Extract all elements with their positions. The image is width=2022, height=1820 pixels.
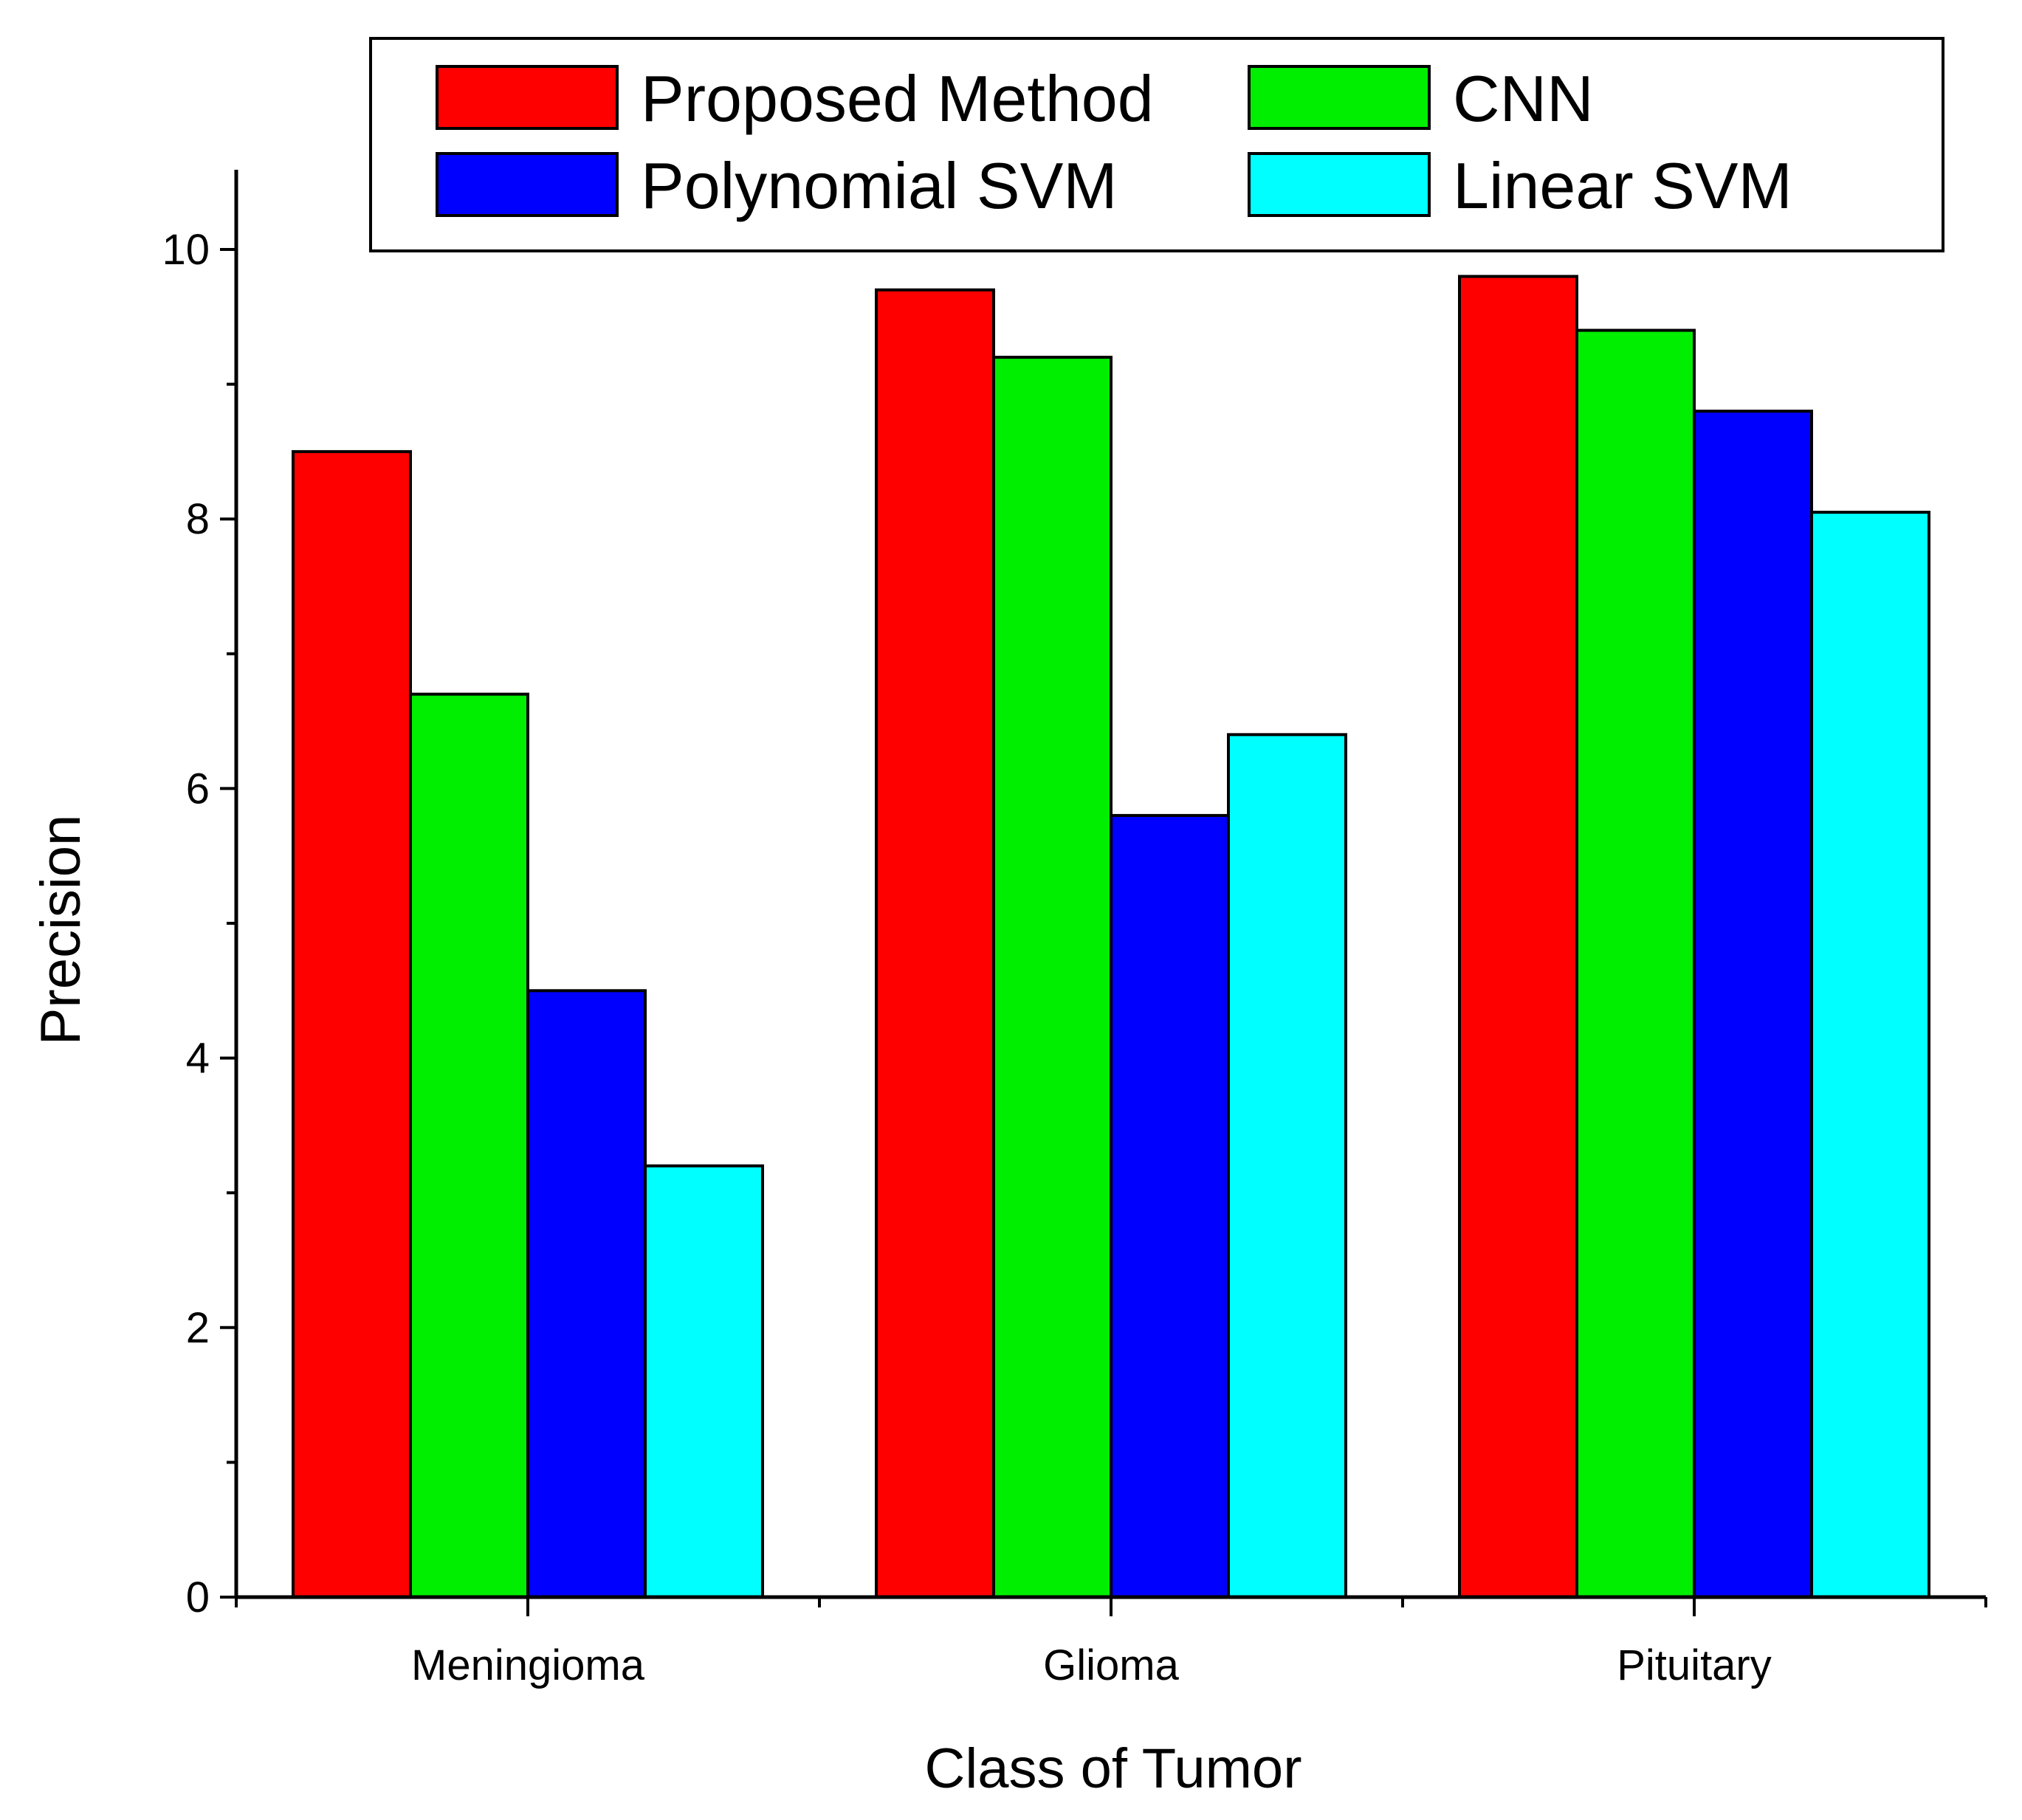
y-tick-label: 2 — [186, 1304, 210, 1352]
legend-swatch-proposed-method — [436, 65, 619, 130]
y-tick-label: 0 — [186, 1573, 210, 1621]
legend-swatch-polynomial-svm — [436, 152, 619, 217]
y-tick-label: 10 — [162, 226, 210, 274]
x-tick-label: Meningioma — [411, 1641, 645, 1689]
bar-glioma-cnn — [992, 356, 1113, 1599]
y-axis-title: Precision — [30, 815, 92, 1046]
legend-swatch-linear-svm — [1248, 152, 1431, 217]
legend: Proposed Method CNN Polynomial SVM Linear S… — [369, 37, 1944, 252]
bar-meningioma-polynomial-svm — [526, 989, 647, 1599]
bar-meningioma-linear-svm — [644, 1164, 764, 1599]
x-tick-label: Pituitary — [1617, 1641, 1772, 1689]
legend-label: CNN — [1453, 62, 1594, 135]
y-tick-label: 8 — [186, 495, 210, 543]
x-tick-label: Glioma — [1043, 1641, 1179, 1689]
bars-group — [292, 275, 1930, 1599]
legend-label: Linear SVM — [1453, 149, 1792, 222]
bar-glioma-linear-svm — [1227, 733, 1347, 1599]
axes-group: 0 2 4 6 8 10 Meningioma Glioma Pituitary — [162, 170, 1987, 1689]
bar-glioma-proposed-method — [875, 288, 995, 1599]
legend-frame — [369, 37, 1944, 252]
legend-label: Proposed Method — [641, 62, 1154, 135]
legend-label: Polynomial SVM — [641, 149, 1118, 222]
bar-pituitary-proposed-method — [1458, 275, 1578, 1599]
y-tick-label: 6 — [186, 765, 210, 813]
y-tick-label: 4 — [186, 1035, 210, 1083]
bar-meningioma-cnn — [409, 692, 529, 1599]
bar-glioma-polynomial-svm — [1110, 813, 1230, 1599]
bar-meningioma-proposed-method — [292, 449, 412, 1599]
bar-pituitary-linear-svm — [1810, 511, 1930, 1599]
x-axis-title: Class of Tumor — [924, 1737, 1301, 1800]
bar-pituitary-polynomial-svm — [1693, 410, 1813, 1599]
legend-swatch-cnn — [1248, 65, 1431, 130]
bar-pituitary-cnn — [1575, 328, 1696, 1599]
